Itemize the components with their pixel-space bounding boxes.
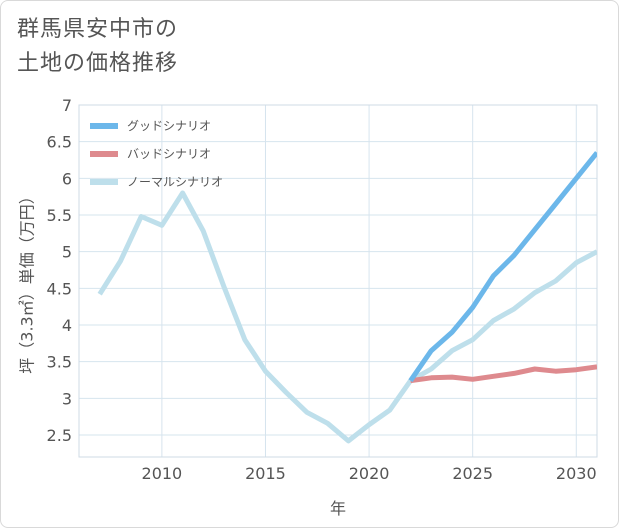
y-tick-label: 2.5 — [47, 426, 72, 445]
legend-label-good: グッドシナリオ — [127, 119, 211, 133]
y-tick-label: 5 — [62, 243, 72, 262]
x-tick-label: 2020 — [349, 464, 390, 483]
x-axis-title: 年 — [330, 499, 346, 518]
y-tick-label: 5.5 — [47, 206, 72, 225]
chart-title-line-1: 群馬県安中市の — [17, 17, 179, 42]
series-line-bad — [410, 364, 597, 384]
y-tick-label: 4.5 — [47, 279, 72, 298]
y-tick-label: 4 — [62, 316, 72, 335]
chart-title-line-2: 土地の価格推移 — [17, 51, 179, 76]
x-tick-label: 2015 — [245, 464, 286, 483]
chart-title: 群馬県安中市の 土地の価格推移 — [17, 13, 178, 81]
y-tick-label: 3 — [62, 389, 72, 408]
y-axis-title: 坪（3.3㎡）単価（万円） — [18, 188, 37, 373]
grid-lines — [79, 104, 597, 457]
y-tick-label: 6 — [62, 169, 72, 188]
x-tick-label: 2025 — [452, 464, 493, 483]
plot-area-border — [78, 104, 598, 458]
series-lines — [97, 151, 597, 444]
y-tick-label: 7 — [62, 96, 72, 115]
x-axis-ticks: 2010 2015 2020 2025 2030 — [142, 464, 597, 483]
y-tick-label: 6.5 — [47, 133, 72, 152]
x-tick-label: 2010 — [142, 464, 183, 483]
x-tick-label: 2030 — [556, 464, 597, 483]
y-axis-ticks: 2.5 3 3.5 4 4.5 5 5.5 6 6.5 7 — [47, 96, 72, 445]
series-line-normal — [97, 190, 597, 444]
series-line-good — [408, 151, 597, 383]
y-tick-label: 3.5 — [47, 353, 72, 372]
legend-label-bad: バッドシナリオ — [127, 147, 211, 161]
legend-label-normal: ノーマルシナリオ — [127, 175, 223, 189]
